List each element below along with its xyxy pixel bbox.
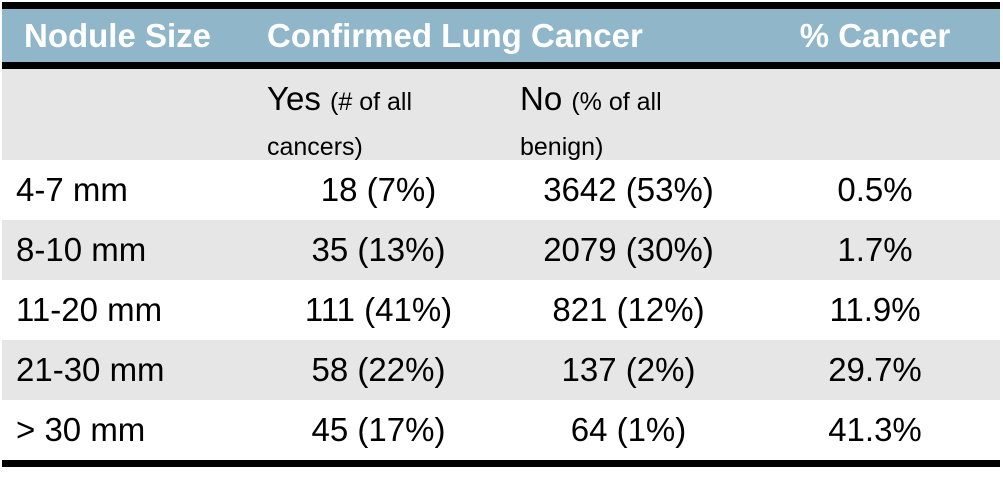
nodule-size-cancer-table: Nodule Size Confirmed Lung Cancer % Canc… — [2, 2, 1000, 467]
cell-no-count: 137 (2%) — [561, 351, 696, 388]
table-subheader-row: Yes (# of all cancers) No (% of all beni… — [2, 69, 1000, 161]
table-row: 4-7 mm 18 (7%) 3642 (53%) 0.5% — [2, 160, 1000, 220]
cell-nodule-size: > 30 mm — [16, 411, 146, 448]
cell-percent-cancer: 0.5% — [837, 171, 913, 208]
table-bottom-border — [2, 460, 1000, 467]
table-row: > 30 mm 45 (17%) 64 (1%) 41.3% — [2, 400, 1000, 460]
subheader-yes-note: (# of all cancers) — [267, 88, 412, 161]
cell-nodule-size: 21-30 mm — [16, 351, 165, 388]
cell-no-count: 3642 (53%) — [543, 171, 714, 208]
subheader-no-cell: No (% of all benign) — [507, 78, 750, 168]
subheader-no-note: (% of all benign) — [520, 88, 662, 161]
table-top-border — [2, 2, 1000, 9]
cell-nodule-size: 11-20 mm — [16, 291, 163, 328]
cell-yes-count: 45 (17%) — [311, 411, 446, 448]
subheader-yes-label: Yes — [267, 80, 321, 117]
cell-no-count: 2079 (30%) — [543, 231, 714, 268]
table-row: 11-20 mm 111 (41%) 821 (12%) 11.9% — [2, 280, 1000, 340]
cell-percent-cancer: 29.7% — [828, 351, 922, 388]
col-header-nodule-size: Nodule Size — [24, 16, 212, 54]
table-header-row: Nodule Size Confirmed Lung Cancer % Canc… — [2, 9, 1000, 62]
cell-no-count: 64 (1%) — [570, 411, 687, 448]
cell-nodule-size: 8-10 mm — [16, 231, 147, 268]
cell-no-count: 821 (12%) — [552, 291, 705, 328]
header-bottom-border — [2, 62, 1000, 69]
cell-yes-count: 58 (22%) — [311, 351, 446, 388]
col-header-confirmed-lung-cancer: Confirmed Lung Cancer — [267, 16, 643, 54]
cell-yes-count: 111 (41%) — [304, 291, 453, 328]
cell-yes-count: 18 (7%) — [320, 171, 437, 208]
cell-nodule-size: 4-7 mm — [16, 171, 128, 208]
col-header-percent-cancer: % Cancer — [799, 16, 951, 54]
cell-percent-cancer: 41.3% — [828, 411, 922, 448]
cell-yes-count: 35 (13%) — [311, 231, 446, 268]
table-row: 8-10 mm 35 (13%) 2079 (30%) 1.7% — [2, 220, 1000, 280]
subheader-yes-cell: Yes (# of all cancers) — [250, 78, 507, 168]
table-row: 21-30 mm 58 (22%) 137 (2%) 29.7% — [2, 340, 1000, 400]
cell-percent-cancer: 1.7% — [837, 231, 913, 268]
subheader-no-label: No — [520, 80, 563, 117]
cell-percent-cancer: 11.9% — [829, 291, 921, 328]
